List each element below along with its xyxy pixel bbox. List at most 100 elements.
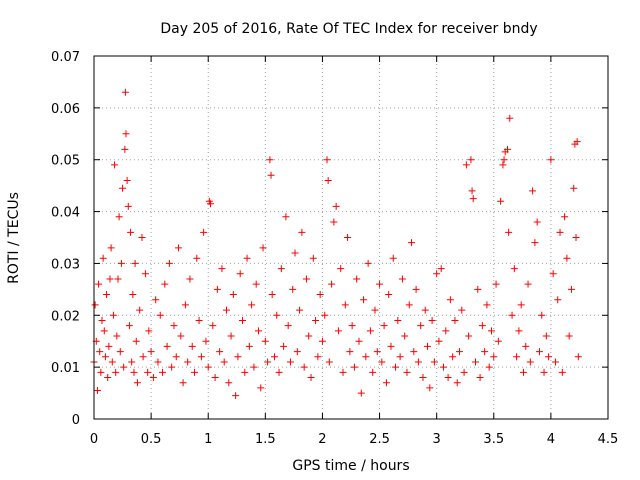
- data-point: [419, 374, 427, 382]
- data-point: [510, 265, 518, 273]
- data-point: [147, 348, 155, 356]
- x-tick-label: 0.5: [141, 432, 162, 447]
- data-point: [141, 270, 149, 278]
- x-tick-label: 3: [433, 432, 441, 447]
- data-point: [106, 275, 114, 283]
- data-point: [382, 379, 390, 387]
- data-point: [105, 342, 113, 350]
- data-point: [108, 358, 116, 366]
- data-point: [467, 156, 475, 164]
- data-point: [408, 239, 416, 247]
- data-point: [270, 353, 278, 361]
- data-point: [252, 280, 260, 288]
- data-point: [563, 254, 571, 262]
- data-point: [481, 348, 489, 356]
- data-point: [133, 379, 141, 387]
- data-point: [373, 348, 381, 356]
- data-point: [250, 363, 258, 371]
- data-point: [275, 368, 283, 376]
- data-point: [116, 348, 124, 356]
- plot-frame: [93, 55, 609, 420]
- y-tick-label: 0.03: [51, 257, 80, 272]
- data-point: [298, 228, 306, 236]
- data-point: [350, 363, 358, 371]
- data-point: [302, 275, 310, 283]
- data-point: [396, 353, 404, 361]
- data-point: [330, 218, 338, 226]
- data-point: [458, 306, 466, 314]
- data-point: [125, 322, 133, 330]
- data-point: [332, 202, 340, 210]
- data-point: [119, 184, 127, 192]
- data-point: [385, 291, 393, 299]
- data-point: [309, 254, 317, 262]
- data-point: [545, 353, 553, 361]
- data-point: [109, 311, 117, 319]
- data-point: [535, 348, 543, 356]
- data-point: [296, 306, 304, 314]
- data-point: [453, 379, 461, 387]
- data-point: [95, 280, 103, 288]
- data-point: [542, 332, 550, 340]
- gridlines: [94, 56, 608, 419]
- data-point: [112, 368, 120, 376]
- data-point: [154, 358, 162, 366]
- data-point: [401, 332, 409, 340]
- data-point: [163, 342, 171, 350]
- data-point: [570, 184, 578, 192]
- data-point: [389, 254, 397, 262]
- data-point: [524, 280, 532, 288]
- data-point: [449, 353, 457, 361]
- data-point: [123, 176, 131, 184]
- data-point: [341, 301, 349, 309]
- data-point: [161, 280, 169, 288]
- data-point: [130, 368, 138, 376]
- x-tick-label: 3.5: [483, 432, 504, 447]
- data-point: [229, 291, 237, 299]
- y-tick-label: 0.05: [51, 154, 80, 169]
- data-point: [547, 156, 555, 164]
- data-point: [442, 327, 450, 335]
- data-point: [103, 291, 111, 299]
- data-point: [193, 254, 201, 262]
- data-point: [284, 322, 292, 330]
- data-point: [100, 327, 108, 335]
- x-tick-label: 0: [90, 432, 98, 447]
- data-point: [468, 187, 476, 195]
- data-point: [508, 311, 516, 319]
- data-point: [222, 306, 230, 314]
- data-point: [526, 358, 534, 366]
- data-point: [499, 161, 507, 169]
- data-point: [444, 374, 452, 382]
- data-point: [503, 145, 511, 153]
- data-point: [99, 254, 107, 262]
- data-point: [152, 296, 160, 304]
- data-point: [362, 353, 370, 361]
- data-point: [476, 374, 484, 382]
- data-point: [460, 368, 468, 376]
- data-point: [225, 379, 233, 387]
- data-point: [277, 265, 285, 273]
- x-tick-label: 1.5: [255, 432, 276, 447]
- data-point: [492, 280, 500, 288]
- data-point: [478, 322, 486, 330]
- data-point: [195, 316, 203, 324]
- data-point: [321, 311, 329, 319]
- data-point: [213, 285, 221, 293]
- data-point: [318, 337, 326, 345]
- x-axis-ticks: 0 0.5 1 1.5 2 2.5 3 3.5 4 4.5: [90, 56, 618, 447]
- data-point: [446, 296, 454, 304]
- data-point: [421, 306, 429, 314]
- y-axis-title: ROTI / TECUs: [6, 192, 22, 284]
- x-tick-label: 1: [204, 432, 212, 447]
- data-point: [238, 316, 246, 324]
- data-point: [500, 156, 508, 164]
- data-point: [371, 306, 379, 314]
- data-point: [300, 363, 308, 371]
- data-point: [267, 171, 275, 179]
- data-point: [209, 322, 217, 330]
- data-point: [139, 353, 147, 361]
- data-point: [254, 327, 262, 335]
